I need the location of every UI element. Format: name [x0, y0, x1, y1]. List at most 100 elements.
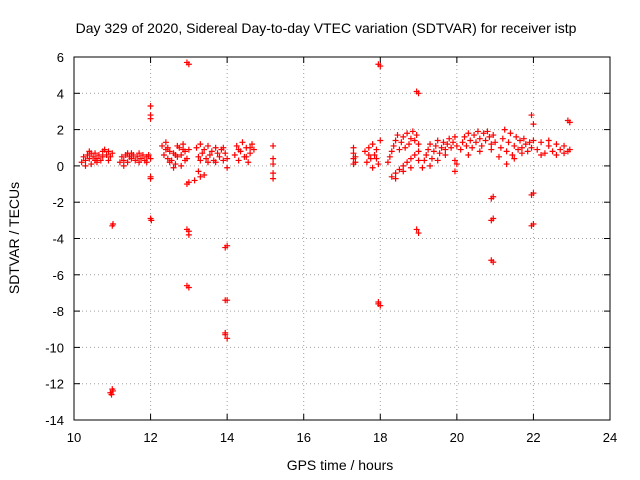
data-point — [270, 175, 277, 182]
data-point — [350, 150, 357, 157]
data-point — [216, 153, 223, 160]
data-point — [476, 148, 483, 155]
data-point — [95, 152, 102, 159]
data-point — [411, 152, 418, 159]
data-point — [497, 144, 504, 151]
data-point — [438, 144, 445, 151]
data-point — [107, 153, 114, 160]
x-tick-label: 14 — [220, 430, 234, 445]
data-point — [553, 141, 560, 148]
y-tick-label: -12 — [45, 377, 64, 392]
data-point — [97, 157, 104, 164]
data-point — [390, 142, 397, 149]
data-point — [185, 61, 192, 68]
data-point — [415, 230, 422, 237]
data-point — [406, 141, 412, 148]
data-point — [361, 148, 368, 155]
data-point — [423, 152, 430, 159]
data-point — [436, 150, 443, 157]
data-point — [373, 146, 380, 153]
data-point — [415, 157, 422, 164]
data-point — [377, 63, 384, 70]
data-point — [160, 152, 167, 159]
data-point — [467, 137, 474, 144]
data-point — [371, 152, 378, 159]
data-point — [247, 144, 254, 151]
data-point — [231, 152, 238, 159]
data-point — [174, 142, 181, 149]
data-point — [224, 155, 231, 162]
data-point — [352, 153, 359, 160]
data-point — [490, 259, 497, 266]
data-point — [197, 157, 204, 164]
data-point — [103, 152, 110, 159]
y-axis-ticks: -14 -12 -10 -8 -6 -4 -2 0 2 4 6 — [45, 50, 610, 428]
data-point — [132, 157, 139, 164]
data-point — [270, 161, 277, 168]
data-point — [490, 193, 497, 200]
data-point — [136, 159, 143, 166]
data-point — [392, 175, 399, 182]
data-point — [147, 173, 154, 180]
data-point — [235, 146, 242, 153]
data-point — [499, 135, 506, 142]
data-point — [457, 146, 464, 153]
data-point — [530, 121, 537, 128]
y-tick-label: 6 — [57, 50, 64, 65]
data-point — [442, 152, 449, 159]
data-point — [404, 130, 411, 137]
x-tick-label: 10 — [67, 430, 81, 445]
data-point — [434, 157, 441, 164]
data-point — [92, 157, 99, 164]
data-point — [90, 153, 97, 160]
y-tick-label: -8 — [52, 304, 64, 319]
data-point — [369, 141, 376, 148]
data-point — [471, 132, 478, 139]
data-point — [145, 152, 152, 159]
data-point — [84, 152, 91, 159]
data-point — [400, 168, 407, 175]
data-points — [78, 59, 573, 398]
data-point — [518, 150, 525, 157]
data-point — [459, 139, 466, 146]
data-point — [396, 146, 403, 153]
data-point — [386, 153, 393, 160]
data-point — [105, 157, 112, 164]
data-point — [220, 144, 227, 151]
data-point — [120, 157, 127, 164]
data-point — [166, 148, 173, 155]
data-point — [367, 155, 374, 162]
data-point — [110, 220, 117, 227]
y-tick-label: 0 — [57, 159, 64, 174]
data-point — [392, 170, 399, 177]
data-point — [388, 173, 395, 180]
data-point — [191, 177, 198, 184]
data-point — [239, 139, 246, 146]
data-point — [415, 148, 422, 155]
data-point — [528, 144, 535, 151]
data-point — [407, 164, 414, 171]
data-point — [195, 153, 202, 160]
data-point — [212, 144, 219, 151]
data-point — [352, 159, 359, 166]
data-point — [549, 148, 556, 155]
data-point — [120, 162, 127, 169]
data-point — [451, 157, 458, 164]
x-axis-label: GPS time / hours — [287, 457, 394, 473]
data-point — [212, 159, 219, 166]
data-point — [396, 166, 403, 173]
data-point — [185, 179, 192, 186]
data-point — [249, 141, 256, 148]
data-point — [566, 146, 573, 153]
data-point — [530, 220, 537, 227]
data-point — [82, 162, 89, 169]
data-point — [172, 161, 179, 168]
data-point — [365, 152, 372, 159]
data-point — [247, 150, 254, 157]
x-tick-label: 20 — [450, 430, 464, 445]
data-point — [384, 159, 391, 166]
x-tick-label: 12 — [143, 430, 157, 445]
data-point — [561, 142, 568, 149]
data-point — [208, 148, 215, 155]
data-point — [105, 148, 112, 155]
